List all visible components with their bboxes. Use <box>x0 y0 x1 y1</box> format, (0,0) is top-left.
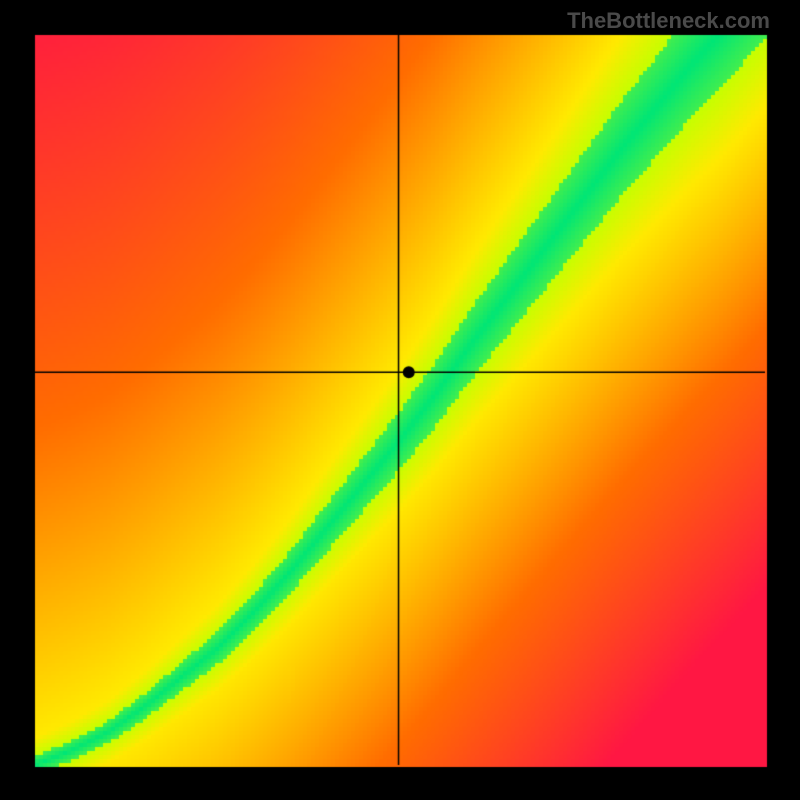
bottleneck-heatmap <box>0 0 800 800</box>
watermark-text: TheBottleneck.com <box>567 8 770 34</box>
heatmap-canvas <box>0 0 800 800</box>
